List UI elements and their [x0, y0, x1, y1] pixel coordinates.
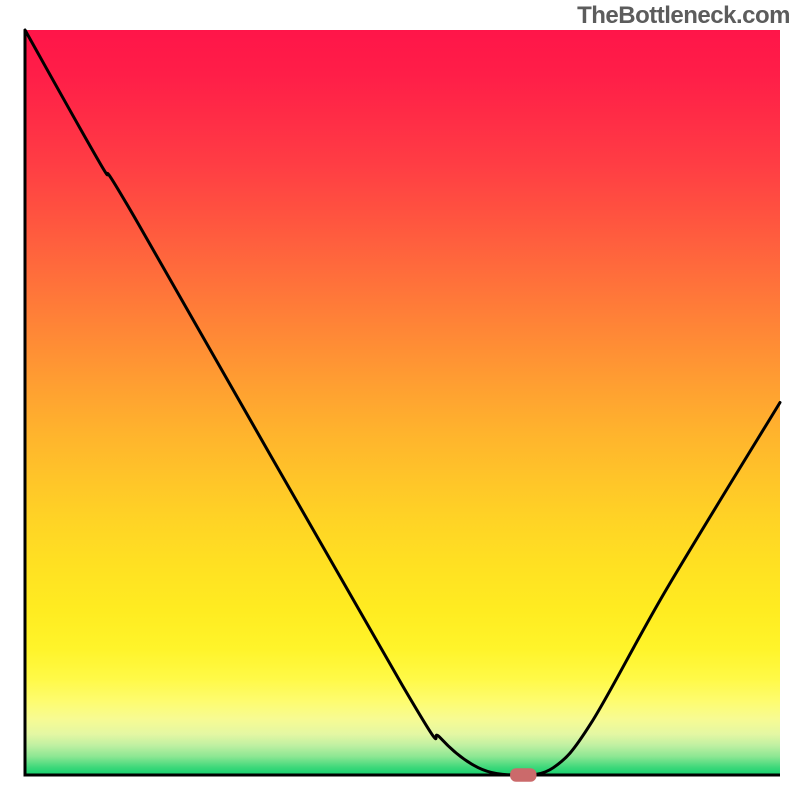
chart-background [25, 30, 780, 775]
optimal-marker [510, 768, 536, 781]
watermark-text: TheBottleneck.com [577, 2, 790, 30]
bottleneck-chart [0, 0, 800, 800]
